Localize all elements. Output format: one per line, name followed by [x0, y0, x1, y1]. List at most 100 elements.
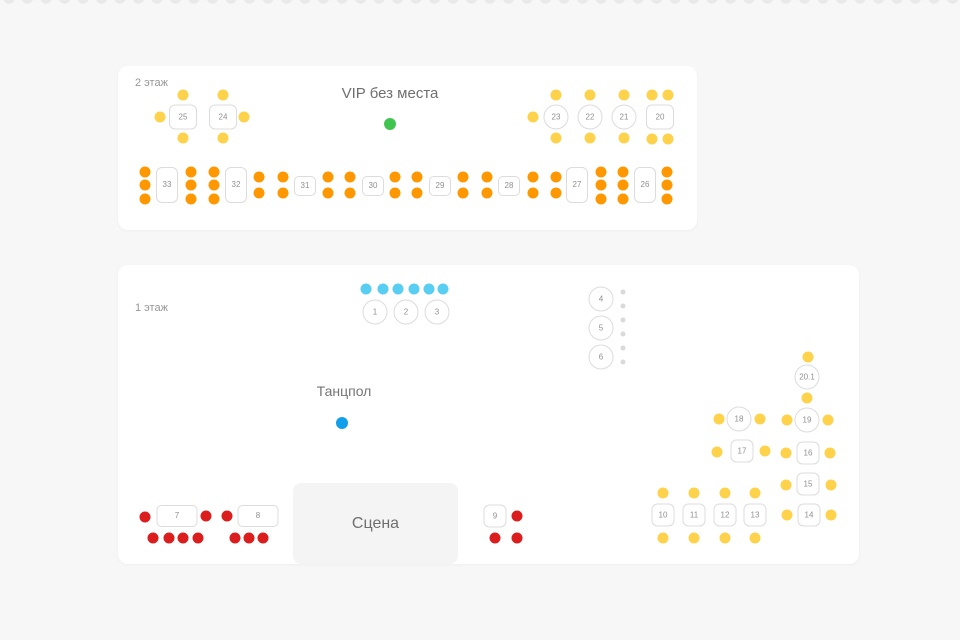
seat-dot-yellow[interactable] — [177, 89, 189, 101]
seat-dot-yellow[interactable] — [177, 132, 189, 144]
seat-dot-yellow[interactable] — [154, 111, 166, 123]
seat-dot-red[interactable] — [177, 532, 189, 544]
table-13[interactable]: 13 — [743, 503, 767, 527]
seat-dot-red[interactable] — [192, 532, 204, 544]
table-14[interactable]: 14 — [797, 503, 821, 527]
seat-dot-red[interactable] — [163, 532, 175, 544]
seat-dot-red[interactable] — [489, 532, 501, 544]
seat-dot-blue[interactable] — [336, 417, 348, 429]
seat-dot-orange[interactable] — [661, 193, 673, 205]
seat-dot-yellow[interactable] — [749, 487, 761, 499]
table-3[interactable]: 3 — [424, 299, 450, 325]
seat-dot-yellow[interactable] — [527, 111, 539, 123]
table-25[interactable]: 25 — [169, 104, 197, 130]
table-19[interactable]: 19 — [794, 407, 820, 433]
seat-dot-yellow[interactable] — [713, 413, 725, 425]
table-20[interactable]: 20 — [646, 104, 674, 130]
seat-dot-yellow[interactable] — [759, 445, 771, 457]
seat-dot-red[interactable] — [147, 532, 159, 544]
table-4[interactable]: 4 — [588, 286, 614, 312]
table-8[interactable]: 8 — [237, 505, 279, 527]
seat-dot-orange[interactable] — [595, 179, 607, 191]
seat-dot-yellow[interactable] — [238, 111, 250, 123]
seat-dot-yellow[interactable] — [646, 133, 658, 145]
seat-dot-yellow[interactable] — [719, 487, 731, 499]
seat-dot-yellow[interactable] — [657, 487, 669, 499]
seat-dot-yellow[interactable] — [780, 447, 792, 459]
seat-dot-yellow[interactable] — [781, 509, 793, 521]
seat-dot-yellow[interactable] — [662, 133, 674, 145]
seat-dot-orange[interactable] — [208, 179, 220, 191]
seat-dot-yellow[interactable] — [802, 351, 814, 363]
table-32[interactable]: 32 — [225, 167, 247, 203]
seat-dot-yellow[interactable] — [711, 446, 723, 458]
seat-dot-orange[interactable] — [411, 187, 423, 199]
table-26[interactable]: 26 — [634, 167, 656, 203]
seat-dot-yellow[interactable] — [217, 132, 229, 144]
table-18[interactable]: 18 — [726, 406, 752, 432]
seat-dot-orange[interactable] — [185, 193, 197, 205]
table-12[interactable]: 12 — [713, 503, 737, 527]
seat-dot-orange[interactable] — [617, 166, 629, 178]
seat-dot-orange[interactable] — [277, 171, 289, 183]
table-10[interactable]: 10 — [651, 503, 675, 527]
table-24[interactable]: 24 — [209, 104, 237, 130]
seat-dot-yellow[interactable] — [780, 479, 792, 491]
seat-dot-red[interactable] — [221, 510, 233, 522]
seat-dot-orange[interactable] — [527, 171, 539, 183]
seat-dot-yellow[interactable] — [618, 89, 630, 101]
seat-dot-red[interactable] — [200, 510, 212, 522]
table-29[interactable]: 29 — [429, 176, 451, 196]
table-23[interactable]: 23 — [543, 104, 569, 130]
seat-dot-orange[interactable] — [139, 179, 151, 191]
seat-dot-yellow[interactable] — [688, 532, 700, 544]
seat-dot-orange[interactable] — [253, 187, 265, 199]
seat-dot-orange[interactable] — [550, 171, 562, 183]
seat-dot-orange[interactable] — [185, 166, 197, 178]
seat-dot-yellow[interactable] — [217, 89, 229, 101]
table-17[interactable]: 17 — [730, 439, 754, 463]
seat-dot-cyan[interactable] — [360, 283, 372, 295]
seat-dot-orange[interactable] — [344, 187, 356, 199]
seat-dot-cyan[interactable] — [423, 283, 435, 295]
seat-dot-red[interactable] — [243, 532, 255, 544]
seat-dot-red[interactable] — [139, 511, 151, 523]
seat-dot-orange[interactable] — [253, 171, 265, 183]
seat-dot-orange[interactable] — [139, 193, 151, 205]
seat-dot-orange[interactable] — [322, 171, 334, 183]
table-20.1[interactable]: 20.1 — [794, 364, 820, 390]
seat-dot-orange[interactable] — [411, 171, 423, 183]
table-15[interactable]: 15 — [796, 472, 820, 496]
table-16[interactable]: 16 — [796, 441, 820, 465]
seat-dot-orange[interactable] — [322, 187, 334, 199]
seat-dot-orange[interactable] — [661, 166, 673, 178]
seat-dot-orange[interactable] — [208, 166, 220, 178]
table-31[interactable]: 31 — [294, 176, 316, 196]
seat-dot-red[interactable] — [229, 532, 241, 544]
seat-dot-orange[interactable] — [185, 179, 197, 191]
seat-dot-orange[interactable] — [457, 171, 469, 183]
seat-dot-yellow[interactable] — [781, 414, 793, 426]
seat-dot-cyan[interactable] — [377, 283, 389, 295]
seat-dot-yellow[interactable] — [646, 89, 658, 101]
seat-dot-yellow[interactable] — [825, 479, 837, 491]
seat-dot-yellow[interactable] — [825, 509, 837, 521]
seat-dot-yellow[interactable] — [801, 392, 813, 404]
table-2[interactable]: 2 — [393, 299, 419, 325]
seat-dot-orange[interactable] — [617, 179, 629, 191]
seat-dot-yellow[interactable] — [822, 414, 834, 426]
seat-dot-orange[interactable] — [595, 166, 607, 178]
seat-dot-red[interactable] — [511, 510, 523, 522]
seat-dot-orange[interactable] — [457, 187, 469, 199]
table-6[interactable]: 6 — [588, 344, 614, 370]
seat-dot-yellow[interactable] — [749, 532, 761, 544]
seat-dot-red[interactable] — [257, 532, 269, 544]
seat-dot-yellow[interactable] — [662, 89, 674, 101]
table-21[interactable]: 21 — [611, 104, 637, 130]
seat-dot-yellow[interactable] — [657, 532, 669, 544]
seat-dot-yellow[interactable] — [584, 132, 596, 144]
table-7[interactable]: 7 — [156, 505, 198, 527]
seat-dot-yellow[interactable] — [688, 487, 700, 499]
table-11[interactable]: 11 — [682, 503, 706, 527]
seat-dot-yellow[interactable] — [754, 413, 766, 425]
